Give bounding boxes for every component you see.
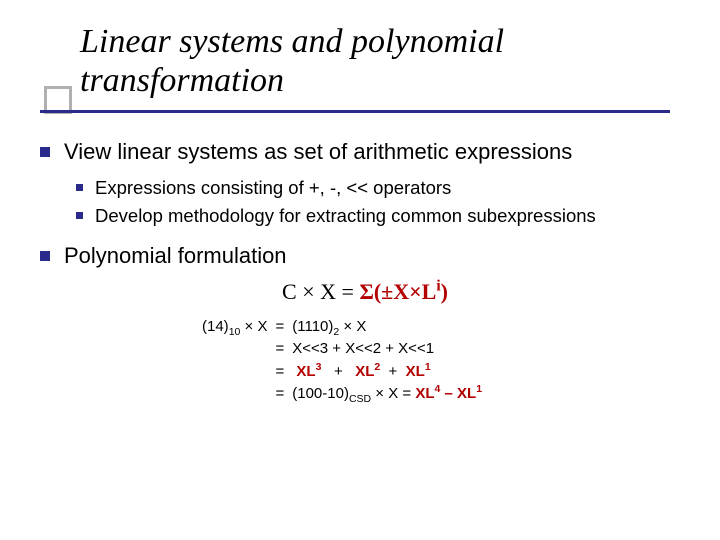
square-bullet-icon bbox=[40, 147, 50, 157]
bullet-level2: Expressions consisting of +, -, << opera… bbox=[76, 176, 690, 200]
bullet-level2: Develop methodology for extracting commo… bbox=[76, 204, 690, 228]
bullet-text: Develop methodology for extracting commo… bbox=[95, 204, 596, 228]
bullet-text: Expressions consisting of +, -, << opera… bbox=[95, 176, 451, 200]
bullet-text: Polynomial formulation bbox=[64, 242, 287, 270]
slide-body: View linear systems as set of arithmetic… bbox=[40, 138, 690, 406]
square-bullet-icon bbox=[40, 251, 50, 261]
square-bullet-icon bbox=[76, 212, 83, 219]
bullet-text: View linear systems as set of arithmetic… bbox=[64, 138, 572, 166]
title-underline bbox=[40, 110, 670, 113]
equals-sign: = bbox=[269, 317, 290, 337]
square-bullet-icon bbox=[76, 184, 83, 191]
sigma-symbol: Σ bbox=[359, 279, 373, 304]
bullet-level1: View linear systems as set of arithmetic… bbox=[40, 138, 690, 166]
slide-title: Linear systems and polynomial transforma… bbox=[80, 22, 680, 100]
formula-close: ) bbox=[441, 279, 448, 304]
equals-sign: = bbox=[269, 339, 290, 359]
deriv-rhs: (1110)2 × X bbox=[292, 317, 482, 337]
equals-sign: = bbox=[269, 384, 290, 404]
deriv-rhs: X<<3 + X<<2 + X<<1 bbox=[292, 339, 482, 359]
deriv-lhs: (14)10 × X bbox=[202, 317, 267, 337]
deriv-rhs: XL3 + XL2 + XL1 bbox=[292, 362, 482, 382]
derivation-block: (14)10 × X = (1110)2 × X = X<<3 + X<<2 +… bbox=[200, 315, 690, 406]
bullet-level1: Polynomial formulation bbox=[40, 242, 690, 270]
formula-body: (±X×L bbox=[374, 279, 437, 304]
formula-lhs: C × X = bbox=[282, 279, 359, 304]
equals-sign: = bbox=[269, 362, 290, 382]
deriv-rhs: (100‑10)CSD × X = XL4 – XL1 bbox=[292, 384, 482, 404]
main-formula: C × X = Σ(±X×Li) bbox=[40, 279, 690, 305]
